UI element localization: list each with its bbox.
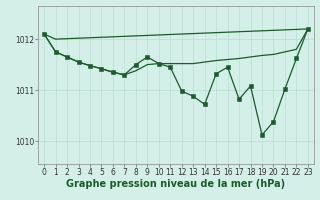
X-axis label: Graphe pression niveau de la mer (hPa): Graphe pression niveau de la mer (hPa) [67,179,285,189]
